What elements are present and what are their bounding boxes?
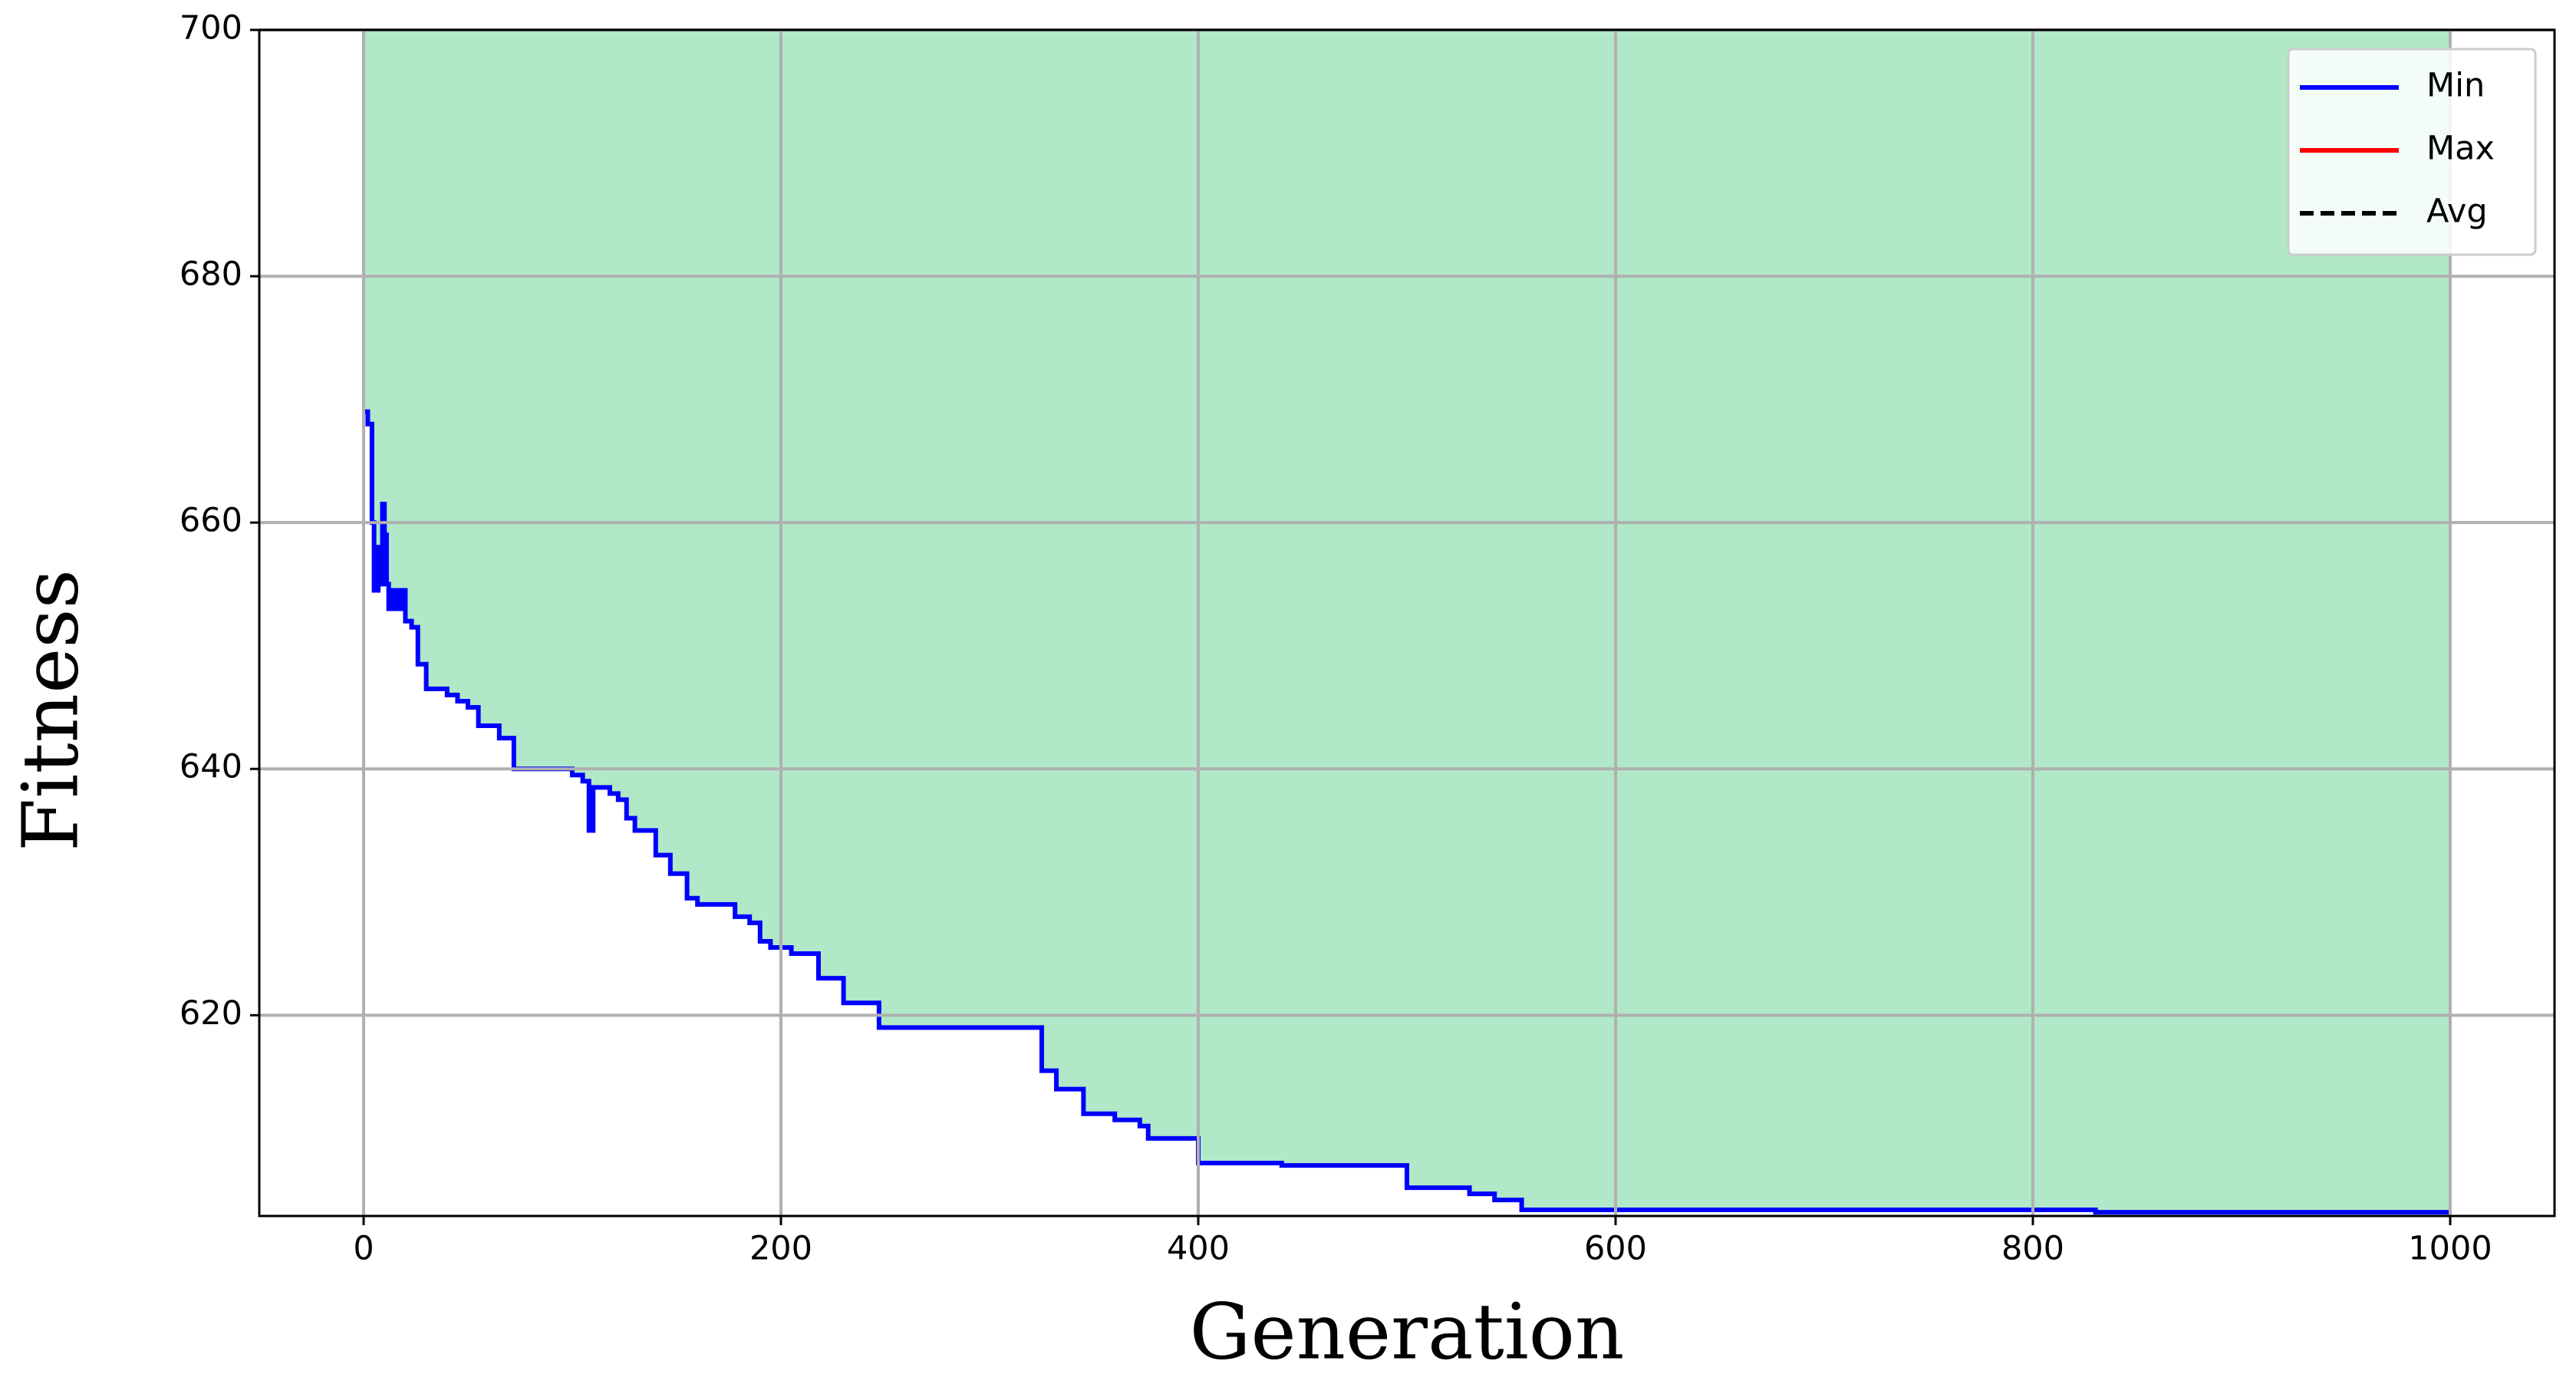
y-tick-label: 700 — [180, 9, 242, 48]
axes-frame — [258, 28, 2556, 1218]
legend-label: Min — [2426, 67, 2485, 105]
x-tick-label: 0 — [353, 1230, 374, 1268]
x-tick-label: 400 — [1167, 1230, 1230, 1268]
y-tick-label: 680 — [180, 255, 242, 294]
legend-label: Max — [2426, 130, 2495, 168]
x-tick-label: 800 — [2001, 1230, 2064, 1268]
y-tick-label: 620 — [180, 994, 242, 1033]
y-tick-label: 660 — [180, 502, 242, 540]
legend-box — [2287, 48, 2537, 256]
y-tick-label: 640 — [180, 748, 242, 786]
legend-label: Avg — [2426, 193, 2488, 231]
line — [364, 409, 2450, 1215]
x-tick-label: 200 — [749, 1230, 812, 1268]
plot-area — [364, 30, 2450, 1215]
x-tick-label: 600 — [1584, 1230, 1647, 1268]
x-axis-label: Generation — [1190, 1287, 1625, 1377]
y-axis-label: Fitness — [6, 569, 96, 852]
fill-area — [364, 30, 2450, 1213]
x-tick-label: 1000 — [2408, 1230, 2492, 1268]
